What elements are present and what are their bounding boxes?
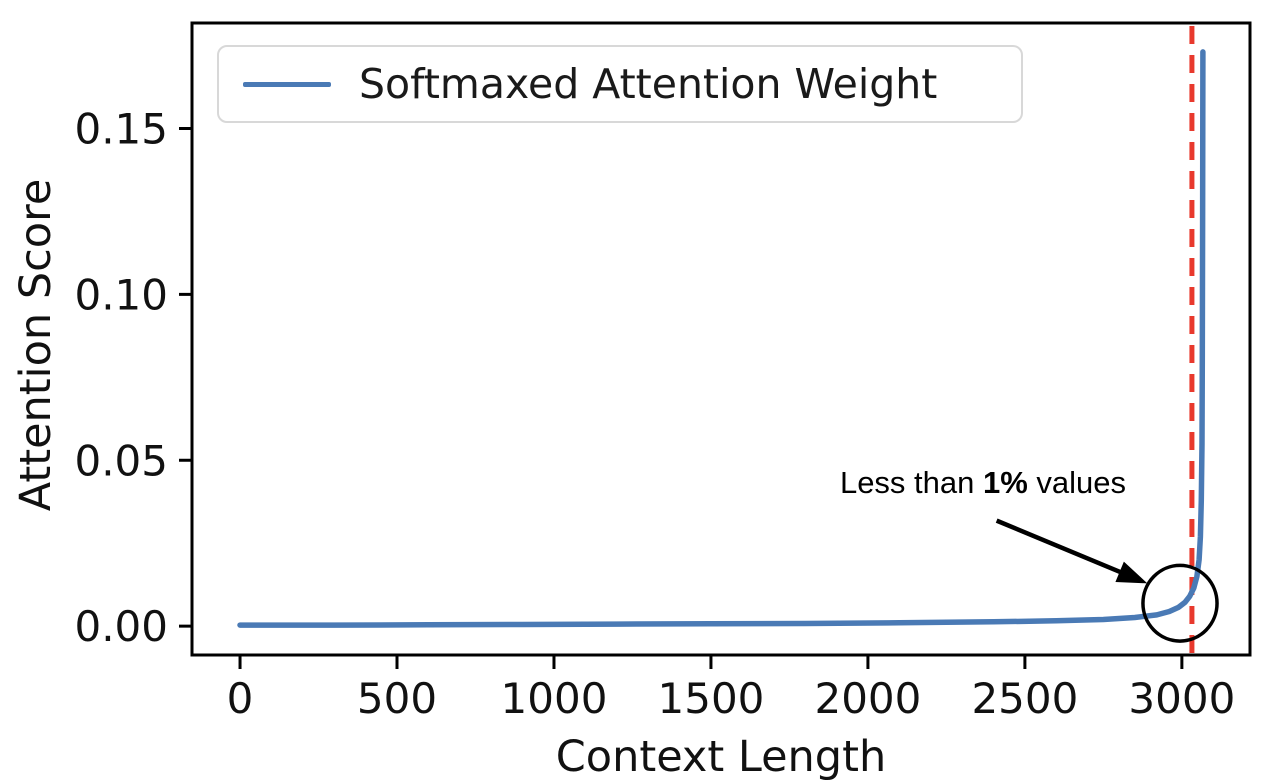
attention-line (237, 49, 1206, 628)
x-tick-label: 3000 (1128, 674, 1235, 723)
annotation-arrow-shaft (995, 518, 1125, 576)
y-tick-label: 0.15 (74, 104, 168, 153)
annotation-text-suffix: values (1027, 465, 1127, 500)
legend-label: Softmaxed Attention Weight (359, 60, 938, 108)
x-tick-label: 2500 (971, 674, 1078, 723)
legend-line-swatch (243, 81, 331, 87)
x-tick-label: 2000 (814, 674, 921, 723)
legend: Softmaxed Attention Weight (217, 45, 1023, 123)
x-tick-label: 500 (357, 674, 437, 723)
annotation-text-prefix: Less than (839, 465, 983, 500)
y-tick-label: 0.10 (74, 270, 168, 319)
y-tick-label: 0.00 (74, 602, 168, 651)
x-axis-label: Context Length (555, 732, 887, 782)
annotation-text: Less than 1% values (840, 465, 1126, 501)
x-tick-label: 1000 (501, 674, 608, 723)
annotation-text-bold: 1% (983, 465, 1028, 500)
y-tick-label: 0.05 (74, 436, 168, 485)
x-tick-label: 0 (227, 674, 254, 723)
plot-border (190, 21, 1252, 657)
annotation-arrow-head (1115, 561, 1148, 584)
y-axis-label: Attention Score (11, 178, 61, 512)
highlight-circle (1141, 563, 1219, 643)
x-tick-label: 1500 (658, 674, 765, 723)
